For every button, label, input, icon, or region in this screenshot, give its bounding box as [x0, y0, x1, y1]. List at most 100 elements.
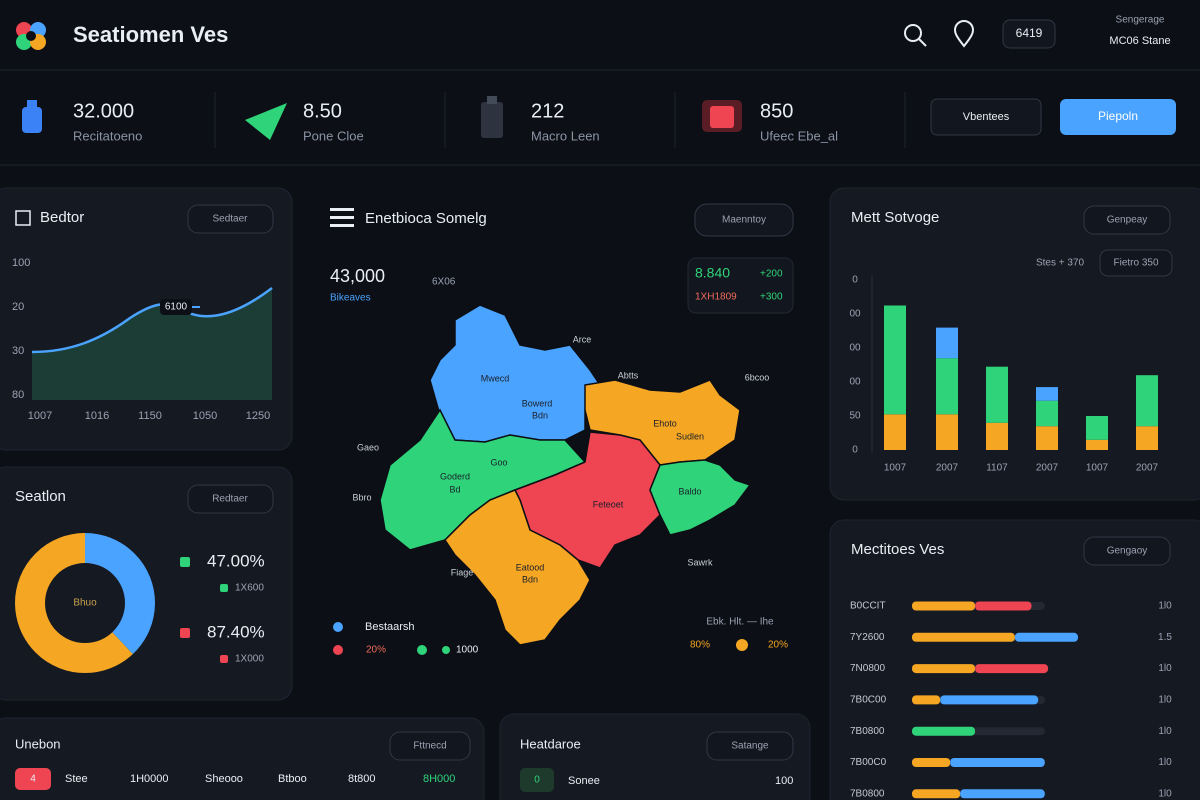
panel-button[interactable] — [706, 731, 794, 761]
header-button-label: 6419 — [1016, 26, 1043, 40]
bar-segment — [1086, 416, 1108, 440]
map-legend: 1000 — [456, 645, 479, 656]
bar-segment — [936, 358, 958, 415]
stat-icon — [481, 96, 503, 138]
stat-dividers — [214, 92, 906, 148]
region[interactable] — [444, 489, 591, 646]
line-area — [32, 288, 272, 400]
panel-title: Enetbioca Somelg — [365, 210, 487, 227]
primary-button[interactable] — [1060, 99, 1176, 135]
map-stat-delta: +300 — [760, 292, 783, 303]
stat-icon — [22, 100, 42, 133]
row-label: 7Y2600 — [850, 632, 885, 643]
x-axis-label: 1007 — [884, 463, 907, 474]
legend-swatch — [220, 655, 228, 663]
bar-segment — [1036, 400, 1058, 427]
panel-button[interactable] — [1083, 205, 1171, 235]
region-label: Goderd — [440, 471, 470, 481]
progress-segment — [950, 758, 1045, 767]
region-label: Fiage — [451, 567, 474, 577]
badge — [15, 768, 51, 790]
region-label: Arce — [573, 334, 592, 344]
legend-dot — [442, 646, 450, 654]
x-axis-label: 1107 — [986, 463, 1008, 474]
legend-sub: 1X600 — [235, 583, 264, 594]
primary-button-label: Piepoln — [1098, 109, 1138, 123]
secondary-button[interactable] — [930, 98, 1042, 136]
legend-value: 87.40% — [207, 622, 265, 641]
y-axis-label: 30 — [12, 345, 24, 357]
bar-segment — [1136, 426, 1158, 450]
legend-dot — [333, 622, 343, 632]
map-total-label: Bikeaves — [330, 293, 371, 304]
row-label: 7N0800 — [850, 663, 885, 674]
panel-button[interactable] — [187, 484, 274, 514]
filter[interactable] — [1099, 249, 1173, 277]
region[interactable] — [429, 304, 601, 443]
bar-segment — [986, 366, 1008, 423]
row-value: 1l0 — [1158, 726, 1172, 737]
panel-button-label: Redtaer — [212, 494, 248, 505]
panel-title: Unebon — [15, 736, 61, 751]
map-stat: 8.840 — [695, 265, 730, 281]
progress-segment — [975, 601, 1032, 611]
x-axis-label: 1250 — [246, 410, 270, 422]
stat-icon — [245, 103, 287, 140]
panel-title: Bedtor — [40, 209, 84, 226]
header-button[interactable] — [1002, 19, 1056, 49]
y-axis-label: 50 — [849, 411, 861, 422]
panel-button-label: Satange — [731, 741, 769, 752]
region-label: 6bcoo — [745, 372, 770, 382]
panel-button[interactable] — [389, 731, 471, 761]
region[interactable] — [649, 459, 752, 536]
legend-dot — [736, 639, 748, 651]
panel-button[interactable] — [187, 204, 274, 234]
user-role: Sengerage — [1116, 15, 1165, 26]
map-stats-box — [687, 257, 794, 314]
legend-dot — [333, 645, 343, 655]
panel-button[interactable] — [1083, 536, 1171, 566]
stat-icon — [702, 100, 742, 132]
region-label: Bdn — [532, 410, 548, 420]
tooltip-label: 6100 — [165, 302, 188, 313]
row-label: 7B0800 — [850, 788, 885, 799]
legend-sub: 1X000 — [235, 654, 264, 665]
donut-center: Bhuo — [73, 598, 97, 609]
panel-title: Seatlon — [15, 488, 66, 505]
progress-segment — [912, 695, 941, 705]
search-icon[interactable] — [904, 24, 927, 47]
location-icon[interactable] — [953, 20, 975, 48]
logo — [16, 22, 46, 50]
panel-icon — [15, 210, 31, 226]
x-axis-label: 1150 — [138, 410, 162, 422]
region[interactable] — [584, 379, 741, 466]
progress-segment — [912, 632, 1015, 642]
list-item: Sonee — [568, 775, 600, 787]
tooltip — [160, 299, 192, 315]
row-value: 1l0 — [1158, 601, 1172, 612]
list-item: 8t800 — [348, 773, 376, 785]
panel-icon — [330, 208, 354, 227]
stat-value: 212 — [531, 100, 564, 122]
y-axis-label: 0 — [852, 275, 858, 286]
bottom-panel — [0, 717, 485, 800]
filter-label: Stes + 370 — [1036, 258, 1085, 269]
row-value: 1l0 — [1158, 788, 1172, 799]
region-label: Sudlen — [676, 431, 704, 441]
stat-label: Pone Cloe — [303, 128, 364, 143]
badge-label: 0 — [534, 775, 540, 786]
row-label: B0CCIT — [850, 601, 886, 612]
map-note: 6X06 — [432, 277, 456, 288]
list-item: Btboo — [278, 773, 307, 785]
panel-button[interactable] — [694, 203, 794, 237]
bar-segment — [884, 305, 906, 415]
x-axis-label: 1007 — [28, 410, 52, 422]
region[interactable] — [513, 431, 661, 569]
progress-segment — [960, 789, 1045, 799]
stat-value: 850 — [760, 100, 793, 122]
list-item: 100 — [775, 775, 793, 787]
region-label: Bd — [449, 484, 460, 494]
panel-title: Mectitoes Ves — [851, 541, 944, 558]
region-label: Bbro — [352, 492, 371, 502]
panel-title: Heatdaroe — [520, 736, 581, 751]
